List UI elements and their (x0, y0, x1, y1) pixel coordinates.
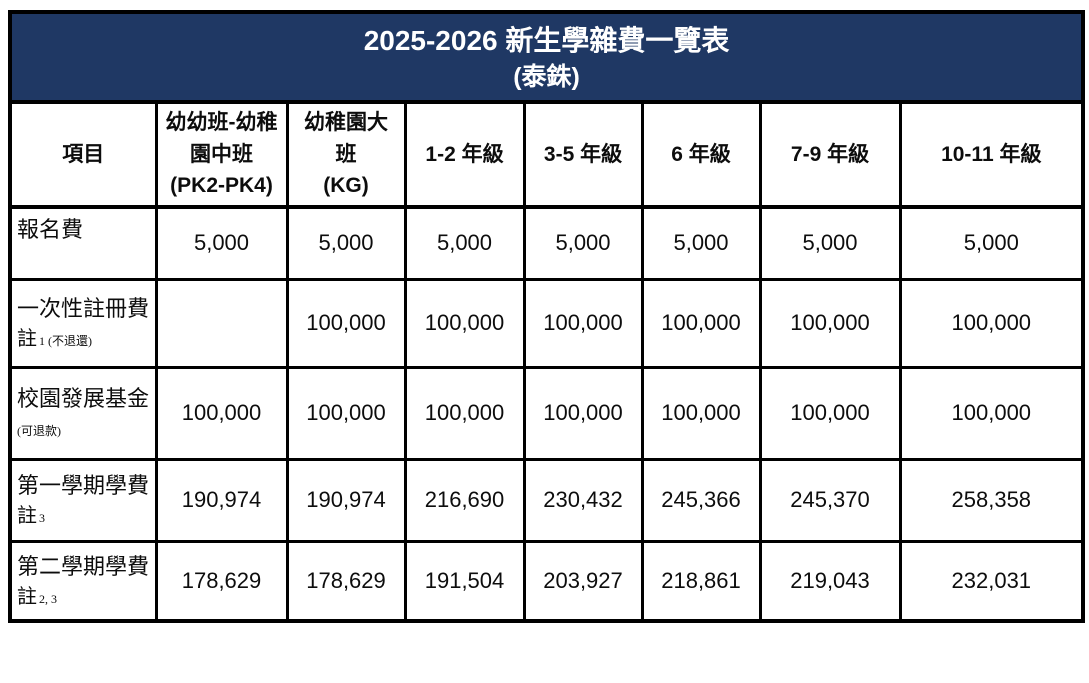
fee-value-cell: 100,000 (522, 365, 644, 461)
table-row-application-fee: 報名費 5,000 5,000 5,000 5,000 5,000 5,000 … (8, 205, 1085, 281)
fee-value-cell: 230,432 (522, 457, 644, 543)
row-label: 校園發展基金 (17, 386, 150, 412)
fee-value-cell: 100,000 (403, 365, 526, 461)
row-label: 第二學期學費 (17, 554, 150, 579)
fee-value-cell: 190,974 (285, 457, 407, 543)
column-header-row: 項目 幼幼班-幼稚 園中班 (PK2-PK4) 幼稚園大 班 (KG) 1-2 … (8, 100, 1085, 209)
column-header-pk2-pk4: 幼幼班-幼稚 園中班 (PK2-PK4) (154, 100, 289, 209)
column-header-kg: 幼稚園大 班 (KG) (285, 100, 407, 209)
fee-value-cell: 218,861 (640, 539, 762, 623)
fee-value-cell: 203,927 (522, 539, 644, 623)
column-header-grade-1-2: 1-2 年級 (403, 100, 526, 209)
fee-value-cell (154, 277, 289, 369)
table-row-development-fund: 校園發展基金 (可退款) 100,000 100,000 100,000 100… (8, 365, 1085, 461)
fee-value-cell: 191,504 (403, 539, 526, 623)
fee-value-cell: 100,000 (640, 365, 762, 461)
fee-value-cell: 5,000 (285, 205, 407, 281)
fee-value-cell: 245,370 (758, 457, 902, 543)
fee-value-cell: 100,000 (898, 365, 1085, 461)
fee-value-cell: 100,000 (898, 277, 1085, 369)
fee-value-cell: 178,629 (154, 539, 289, 623)
fee-table: 2025-2026 新生學雜費一覽表 (泰銖) 項目 幼幼班-幼稚 園中班 (P… (8, 10, 1086, 623)
fee-value-cell: 5,000 (522, 205, 644, 281)
fee-value-cell: 178,629 (285, 539, 407, 623)
fee-value-cell: 5,000 (403, 205, 526, 281)
fee-value-cell: 100,000 (640, 277, 762, 369)
fee-value-cell: 5,000 (154, 205, 289, 281)
fee-value-cell: 100,000 (403, 277, 526, 369)
fee-value-cell: 258,358 (898, 457, 1085, 543)
table-title-row: 2025-2026 新生學雜費一覽表 (泰銖) (8, 10, 1085, 104)
column-header-grade-7-9: 7-9 年級 (758, 100, 902, 209)
row-label-cell: 報名費 (8, 205, 158, 281)
table-title: 2025-2026 新生學雜費一覽表 (363, 25, 730, 57)
fee-value-cell: 245,366 (640, 457, 762, 543)
table-row-second-semester-tuition: 第二學期學費 註 2, 3 178,629 178,629 191,504 203… (8, 539, 1085, 623)
fee-value-cell: 232,031 (898, 539, 1085, 623)
row-note (17, 245, 153, 271)
row-label: 報名費 (17, 216, 84, 242)
fee-value-cell: 100,000 (522, 277, 644, 369)
column-header-grade-10-11: 10-11 年級 (898, 100, 1085, 209)
row-label: 第一學期學費 (17, 473, 150, 499)
fee-value-cell: 100,000 (285, 277, 407, 369)
row-label-cell: 校園發展基金 (可退款) (8, 365, 158, 461)
table-title-cell: 2025-2026 新生學雜費一覽表 (泰銖) (8, 10, 1085, 104)
fee-value-cell: 100,000 (154, 365, 289, 461)
fee-value-cell: 5,000 (640, 205, 762, 281)
fee-value-cell: 190,974 (154, 457, 289, 543)
row-note: (可退款) (17, 423, 61, 438)
column-header-item: 項目 (8, 100, 158, 209)
fee-value-cell: 100,000 (758, 277, 902, 369)
column-header-grade-3-5: 3-5 年級 (522, 100, 644, 209)
fee-value-cell: 216,690 (403, 457, 526, 543)
fee-value-cell: 5,000 (758, 205, 902, 281)
row-label: 一次性註冊費 (17, 296, 150, 322)
fee-value-cell: 5,000 (898, 205, 1085, 281)
fee-value-cell: 219,043 (758, 539, 902, 623)
row-note: 註 2, 3 (17, 585, 57, 608)
column-header-grade-6: 6 年級 (640, 100, 762, 209)
row-label-cell: 第二學期學費 註 2, 3 (8, 539, 158, 623)
fee-value-cell: 100,000 (758, 365, 902, 461)
fee-value-cell: 100,000 (285, 365, 407, 461)
table-subtitle: (泰銖) (513, 63, 580, 92)
